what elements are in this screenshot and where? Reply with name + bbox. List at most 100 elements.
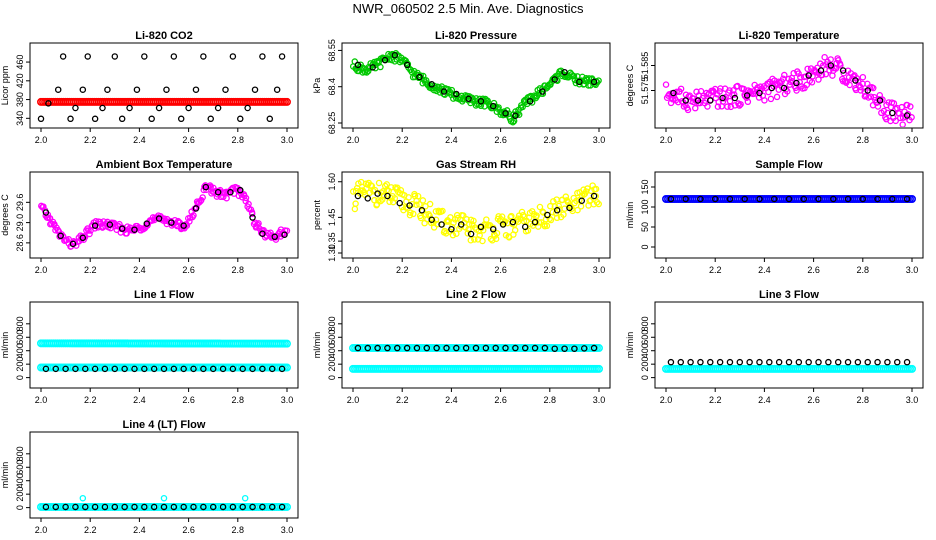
plot-frame bbox=[654, 301, 924, 389]
data-point bbox=[539, 88, 546, 95]
data-point bbox=[870, 84, 877, 92]
data-point bbox=[410, 210, 417, 218]
data-point bbox=[449, 231, 457, 239]
data-point bbox=[859, 195, 867, 203]
data-point bbox=[821, 53, 828, 61]
data-point bbox=[890, 100, 898, 107]
data-point bbox=[837, 61, 844, 69]
data-point bbox=[484, 97, 491, 105]
data-point bbox=[463, 216, 470, 223]
series-black-points bbox=[42, 503, 286, 511]
data-point bbox=[756, 358, 763, 366]
y-tick-label: 800 bbox=[15, 316, 25, 331]
data-point bbox=[756, 89, 763, 97]
data-point bbox=[62, 365, 69, 373]
data-point bbox=[477, 102, 485, 110]
data-point bbox=[433, 344, 440, 352]
data-point bbox=[416, 201, 423, 208]
data-point bbox=[450, 219, 457, 227]
y-tick-label: 200 bbox=[15, 357, 25, 372]
data-point bbox=[155, 215, 163, 222]
x-tick-label: 2.6 bbox=[182, 265, 195, 275]
data-point bbox=[889, 195, 896, 203]
data-point bbox=[180, 365, 187, 373]
data-point bbox=[163, 86, 170, 93]
data-point bbox=[281, 231, 288, 239]
plot-frame bbox=[654, 42, 924, 129]
data-point bbox=[551, 345, 558, 352]
panel-6: Sample Flow ml/min 2.0 2.2 2.4 2.6 2.8 3.0 0 50 10… bbox=[625, 159, 924, 275]
data-point bbox=[406, 202, 413, 209]
data-point bbox=[414, 193, 422, 200]
data-point bbox=[405, 194, 412, 201]
data-point bbox=[111, 53, 119, 60]
data-point bbox=[473, 95, 480, 102]
data-point bbox=[857, 87, 865, 94]
data-point bbox=[553, 206, 561, 214]
data-point bbox=[82, 503, 89, 511]
y-tick-label: 600 bbox=[640, 330, 650, 345]
data-point bbox=[199, 194, 206, 201]
data-point bbox=[227, 188, 234, 196]
data-point bbox=[566, 204, 573, 212]
data-point bbox=[903, 101, 911, 109]
panel-title: Ambient Box Temperature bbox=[96, 159, 233, 171]
data-point bbox=[118, 225, 126, 232]
data-point bbox=[354, 192, 362, 200]
y-axis-label: ml/min bbox=[0, 462, 10, 489]
data-point bbox=[438, 221, 445, 228]
data-point bbox=[141, 365, 148, 373]
data-point bbox=[571, 345, 578, 352]
y-tick-label: 51.585 bbox=[640, 52, 650, 80]
data-point bbox=[480, 97, 488, 104]
data-point bbox=[391, 52, 399, 59]
x-tick-label: 2.2 bbox=[396, 135, 409, 145]
data-point bbox=[391, 195, 399, 202]
data-point bbox=[590, 192, 598, 200]
data-point bbox=[84, 53, 91, 60]
data-point bbox=[190, 365, 197, 373]
y-tick-label: 51.575 bbox=[640, 77, 650, 105]
data-point bbox=[815, 76, 822, 83]
data-point bbox=[590, 78, 598, 86]
series-green-band bbox=[349, 50, 602, 126]
data-point bbox=[667, 195, 675, 203]
data-point bbox=[859, 73, 867, 81]
y-axis-label: ml/min bbox=[625, 202, 635, 229]
y-tick-label: 68.55 bbox=[327, 39, 337, 62]
panel-title: Gas Stream RH bbox=[436, 159, 516, 171]
data-point bbox=[357, 187, 364, 194]
data-point bbox=[662, 81, 670, 88]
x-tick-label: 2.2 bbox=[84, 135, 97, 145]
data-point bbox=[535, 219, 543, 226]
data-point bbox=[155, 104, 163, 112]
panel-title: Li-820 Temperature bbox=[739, 30, 840, 42]
data-point bbox=[219, 503, 227, 511]
data-point bbox=[852, 77, 859, 84]
data-point bbox=[874, 195, 881, 203]
data-point bbox=[531, 218, 539, 226]
panel-7: Line 1 Flow ml/min 2.0 2.2 2.4 2.6 2.8 3.0 0 2004… bbox=[0, 289, 299, 405]
data-point bbox=[670, 89, 677, 97]
data-point bbox=[229, 365, 237, 373]
data-point bbox=[351, 205, 359, 213]
data-point bbox=[560, 211, 567, 218]
x-tick-label: 2.8 bbox=[232, 135, 245, 145]
series-black-points bbox=[42, 183, 288, 248]
panel-1: Li-820 CO2 Licor ppm 2.0 2.2 2.4 2.6 2.8 3.0 340… bbox=[0, 30, 299, 145]
data-point bbox=[278, 503, 286, 511]
y-tick-label: 0 bbox=[15, 505, 25, 510]
y-tick-label: 100 bbox=[640, 199, 650, 214]
data-point bbox=[692, 104, 699, 112]
data-point bbox=[470, 217, 477, 225]
panel-9: Line 3 Flow ml/min 2.0 2.2 2.4 2.6 2.8 3.0 0 2004… bbox=[625, 289, 924, 405]
x-tick-label: 2.6 bbox=[807, 265, 820, 275]
data-point bbox=[62, 503, 69, 511]
data-point bbox=[131, 226, 138, 233]
x-tick-label: 3.0 bbox=[593, 265, 606, 275]
plot-frame bbox=[341, 301, 611, 389]
data-point bbox=[42, 503, 50, 511]
data-point bbox=[52, 503, 60, 511]
data-point bbox=[126, 104, 133, 112]
